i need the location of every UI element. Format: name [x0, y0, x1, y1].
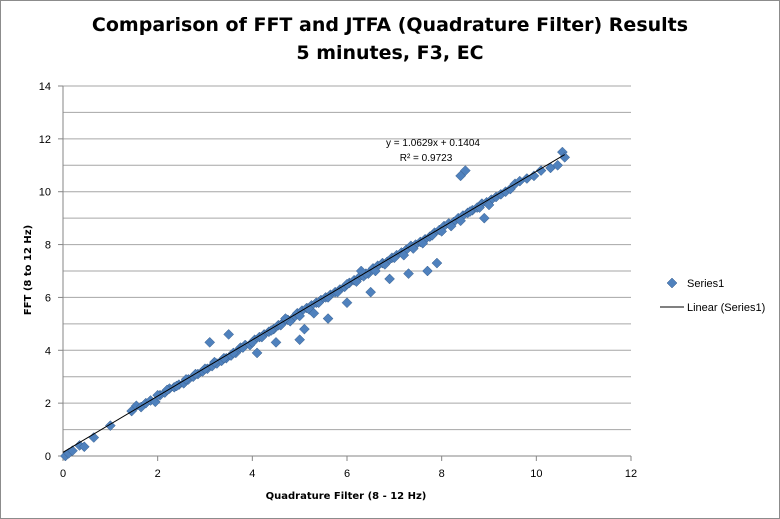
x-tick-label: 8 [439, 468, 445, 480]
data-point [322, 292, 334, 303]
y-tick-label: 8 [45, 240, 51, 252]
y-tick-label: 10 [39, 187, 51, 199]
trendline [62, 154, 565, 453]
x-tick-label: 4 [249, 468, 255, 480]
data-point [384, 273, 395, 285]
data-point [204, 337, 216, 348]
data-point [478, 212, 490, 224]
data-point [398, 249, 410, 261]
chart-title: Comparison of FFT and JTFA (Quadrature F… [91, 14, 689, 36]
legend-linear-label: Linear (Series1) [687, 302, 765, 314]
data-point [313, 297, 324, 309]
trendline-equation: y = 1.0629x + 0.1404 [386, 138, 480, 149]
data-point [265, 325, 277, 336]
data-point [256, 331, 268, 343]
y-tick-label: 6 [45, 292, 51, 304]
y-tick-label: 14 [39, 81, 51, 93]
data-point [403, 268, 414, 279]
y-axis-label: FFT (8 to 12 Hz) [23, 225, 34, 315]
data-point [299, 323, 310, 335]
data-point [552, 159, 563, 171]
data-point [270, 337, 282, 348]
legend: Series1 Linear (Series1) [660, 277, 765, 314]
data-point [78, 441, 90, 453]
data-point [483, 199, 495, 211]
x-tick-label: 6 [344, 468, 350, 480]
data-point [280, 313, 291, 324]
x-tick-label: 2 [155, 468, 161, 480]
data-point [171, 380, 182, 392]
data-point [422, 265, 433, 277]
legend-series1-label: Series1 [687, 278, 724, 290]
data-point [237, 342, 249, 353]
data-point [223, 329, 235, 340]
data-point [365, 286, 377, 298]
axes [58, 85, 632, 461]
data-point [559, 152, 571, 163]
y-tick-label: 2 [45, 398, 51, 410]
data-point [431, 257, 443, 269]
data-point [308, 307, 320, 319]
data-point [228, 347, 239, 359]
data-point [474, 202, 485, 213]
data-point [275, 319, 287, 331]
data-point [149, 396, 161, 408]
x-tick-label: 10 [530, 468, 542, 480]
r-squared-label: R² = 0.9723 [400, 153, 453, 164]
y-tick-label: 0 [45, 451, 51, 463]
trendline-line [62, 154, 565, 453]
gridlines [63, 85, 631, 431]
chart-subtitle: 5 minutes, F3, EC [296, 42, 484, 64]
y-tick-label: 12 [39, 134, 51, 146]
x-axis-label: Quadrature Filter (8 - 12 Hz) [266, 491, 427, 502]
data-point [294, 334, 306, 346]
x-tick-labels: 0 2 4 6 8 10 12 [60, 468, 637, 480]
data-point [464, 206, 476, 217]
data-point [388, 252, 400, 264]
data-point [332, 286, 343, 298]
data-point [459, 165, 471, 176]
data-point [535, 165, 547, 176]
data-point [246, 337, 258, 348]
data-point [251, 347, 263, 359]
x-tick-label: 0 [60, 468, 66, 480]
data-point [426, 229, 438, 241]
legend-series1-marker [666, 277, 678, 289]
x-tick-label: 12 [625, 468, 637, 480]
series1-points [60, 146, 571, 462]
data-point [417, 237, 429, 249]
y-tick-label: 4 [45, 345, 51, 357]
data-point [341, 297, 353, 309]
data-point [322, 313, 334, 324]
y-tick-labels: 0 2 4 6 8 10 12 14 [39, 81, 51, 463]
